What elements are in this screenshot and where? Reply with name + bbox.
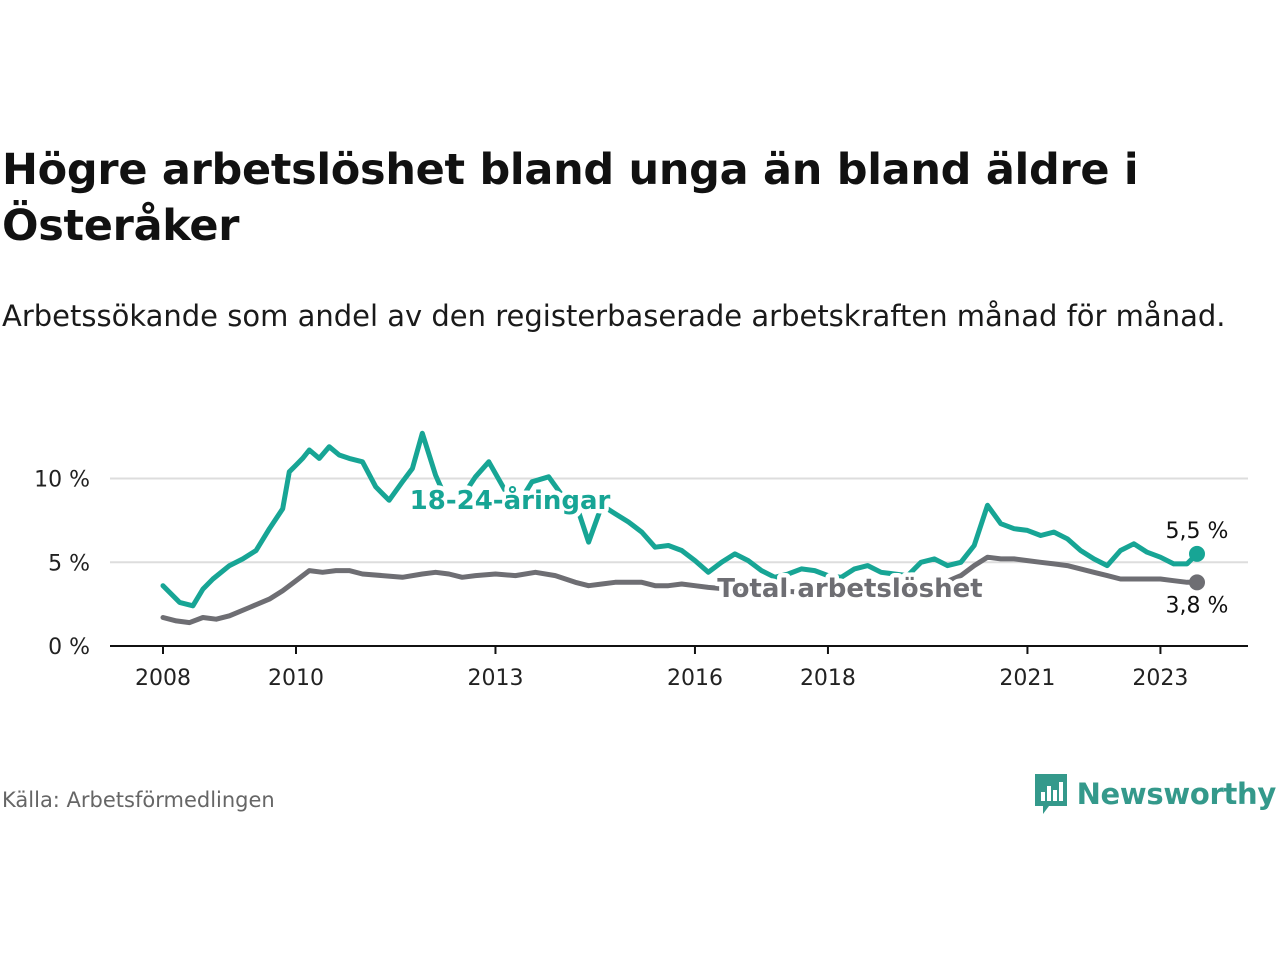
end-label-youth: 5,5 % — [1166, 519, 1229, 544]
x-tick-label: 2010 — [268, 666, 324, 691]
y-tick-label: 10 % — [34, 468, 90, 493]
x-tick-label: 2023 — [1132, 666, 1188, 691]
y-tick-label: 0 % — [48, 635, 90, 660]
end-point-youth — [1189, 545, 1205, 562]
chart-subtitle: Arbetssökande som andel av den registerb… — [2, 299, 1226, 333]
x-tick-label: 2018 — [800, 666, 856, 691]
series-line-youth — [160, 430, 1200, 609]
x-tick-label: 2013 — [467, 666, 523, 691]
newsworthy-logo-icon — [1034, 774, 1067, 814]
end-point-total — [1189, 574, 1205, 591]
brand[interactable]: Newsworthy — [1033, 772, 1276, 816]
end-label-total: 3,8 % — [1166, 593, 1229, 618]
x-tick-label: 2016 — [667, 666, 723, 691]
series-label-total: Total arbetslöshet — [717, 574, 982, 604]
brand-name: Newsworthy — [1076, 777, 1277, 811]
y-tick-label: 5 % — [48, 551, 90, 576]
line-chart: 0 % 5 % 10 % 2008 2010 2013 2016 2018 2021 2023 5… — [34, 430, 1248, 691]
chart-title: Högre arbetslöshet bland unga än bland ä… — [2, 145, 1139, 251]
series-line-total — [160, 554, 1200, 626]
x-tick-label: 2021 — [999, 666, 1055, 691]
series-label-youth: 18-24-åringar — [410, 484, 611, 516]
source-note: Källa: Arbetsförmedlingen — [2, 788, 275, 812]
x-tick-label: 2008 — [135, 666, 191, 691]
